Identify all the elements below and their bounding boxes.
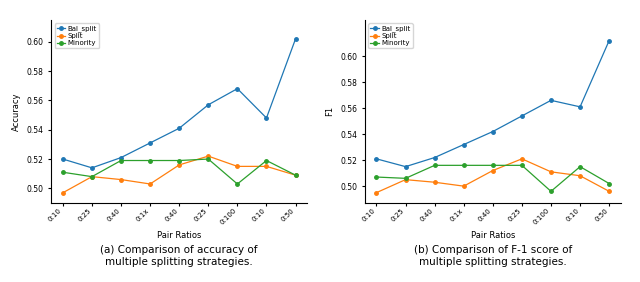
Split [147,182,154,186]
Split [372,191,380,194]
Split [175,163,183,167]
Line: Minority: Minority [374,164,611,193]
Minority [372,175,380,179]
Minority [547,190,555,193]
Line: Split: Split [61,154,298,195]
Bal_split [88,166,96,169]
Bal_split [234,87,241,90]
Split [262,165,270,168]
Y-axis label: Accuracy: Accuracy [12,92,21,131]
Minority [518,164,525,167]
Bal_split [576,105,584,109]
Bal_split [292,37,300,41]
Bal_split [518,114,525,118]
Minority [204,157,212,161]
Minority [59,171,67,174]
Split [402,178,410,181]
Text: (b) Comparison of F-1 score of
multiple splitting strategies.: (b) Comparison of F-1 score of multiple … [413,245,572,267]
Minority [117,159,125,162]
Minority [431,164,438,167]
Split [518,157,525,160]
Split [88,175,96,178]
Bal_split [147,141,154,145]
Minority [402,177,410,180]
Y-axis label: F1: F1 [326,106,335,116]
Minority [292,173,300,177]
Minority [489,164,497,167]
Split [234,165,241,168]
Split [204,155,212,158]
Bal_split [605,39,613,42]
Split [59,191,67,195]
Bal_split [547,99,555,102]
Split [292,173,300,177]
Line: Minority: Minority [61,157,298,186]
X-axis label: Pair Ratios: Pair Ratios [470,232,515,241]
Minority [605,182,613,185]
Line: Bal_split: Bal_split [61,37,298,169]
Bal_split [262,116,270,120]
Bal_split [402,165,410,168]
Split [605,190,613,193]
Minority [576,165,584,168]
Minority [460,164,468,167]
Minority [147,159,154,162]
Bal_split [59,157,67,161]
Split [489,169,497,172]
Text: (a) Comparison of accuracy of
multiple splitting strategies.: (a) Comparison of accuracy of multiple s… [100,245,258,267]
Bal_split [372,157,380,160]
Minority [175,159,183,162]
Bal_split [204,103,212,107]
Bal_split [175,127,183,130]
Bal_split [117,156,125,159]
Split [117,178,125,181]
Minority [234,182,241,186]
Split [547,170,555,173]
Bal_split [489,130,497,133]
Split [576,174,584,177]
Bal_split [431,156,438,159]
X-axis label: Pair Ratios: Pair Ratios [157,232,202,241]
Legend: Bal_split, Split, Minority: Bal_split, Split, Minority [54,23,99,48]
Split [431,180,438,184]
Split [460,184,468,188]
Line: Bal_split: Bal_split [374,39,611,168]
Legend: Bal_split, Split, Minority: Bal_split, Split, Minority [368,23,413,48]
Line: Split: Split [374,157,611,194]
Bal_split [460,143,468,146]
Minority [262,159,270,162]
Minority [88,175,96,178]
